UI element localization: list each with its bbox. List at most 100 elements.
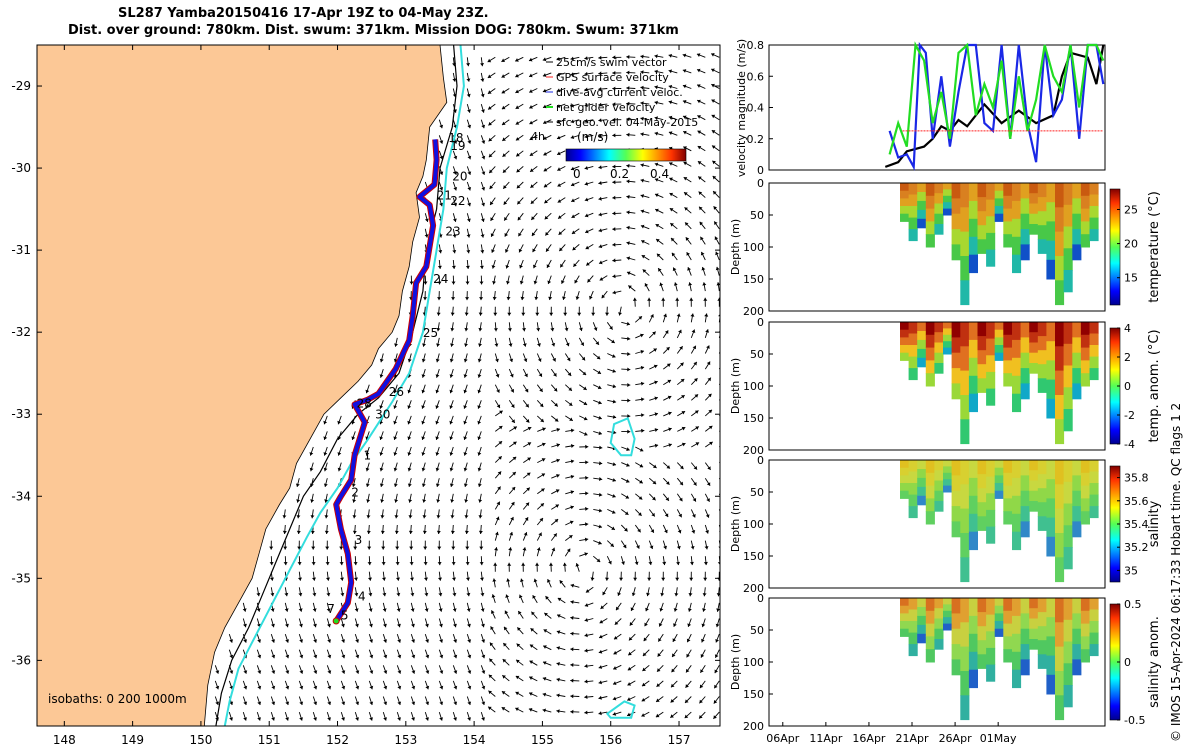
current-vector-head — [312, 577, 316, 581]
section-cell — [1046, 360, 1056, 381]
current-vector-head — [673, 282, 678, 286]
current-vector-head — [560, 263, 564, 268]
section-cell — [934, 342, 944, 354]
section-cell — [1063, 503, 1073, 526]
current-vector-head — [584, 432, 588, 436]
current-vector-head — [449, 420, 454, 425]
current-vector-head — [570, 474, 575, 479]
current-vector-head — [394, 499, 399, 503]
time-tick-label: 01May — [980, 732, 1017, 745]
current-vector-head — [638, 496, 643, 500]
velocity-ytick-label: 0.6 — [747, 70, 765, 83]
section-ytick-label: 100 — [743, 518, 764, 531]
current-vector-head — [495, 531, 499, 536]
current-vector-head — [654, 412, 658, 417]
section-cell — [917, 218, 927, 229]
current-vector-head — [585, 506, 589, 511]
section-cell — [986, 614, 996, 632]
current-vector-head — [323, 420, 328, 425]
section-cell — [1089, 368, 1099, 381]
section-cell — [1012, 200, 1022, 220]
current-vector-head — [491, 249, 495, 253]
current-vector-head — [511, 419, 515, 423]
section-cell — [900, 490, 910, 499]
section-ytick-label: 200 — [743, 305, 764, 318]
section-cell — [994, 613, 1004, 622]
current-vector-head — [499, 410, 503, 415]
current-vector-head — [271, 623, 275, 628]
current-vector-head — [435, 374, 440, 378]
day-label-20: 20 — [452, 169, 467, 183]
velocity-ytick-label: 0.4 — [747, 102, 765, 115]
current-vector-head — [327, 623, 331, 628]
legend-sfc-geo: sfc geo. vel. 04-May-2015 — [556, 116, 698, 129]
current-vector-head — [502, 169, 507, 173]
section-cell — [1063, 598, 1073, 621]
section-cell — [977, 516, 987, 531]
section-cell — [968, 218, 978, 238]
current-vector-head — [626, 179, 630, 184]
day-label-21: 21 — [437, 188, 452, 202]
legend-net-velocity: net glider velocity — [556, 101, 656, 114]
section-cell — [968, 183, 978, 202]
current-vector-head — [495, 373, 500, 378]
section-cell — [1003, 334, 1013, 349]
current-vector-head — [584, 633, 588, 638]
section-cell — [917, 477, 927, 488]
section-cell — [1055, 322, 1065, 347]
current-vector-head — [666, 481, 670, 485]
current-vector-head — [522, 328, 526, 332]
current-vector-head — [367, 562, 372, 566]
current-vector-head — [647, 577, 652, 581]
section-cell — [1055, 346, 1065, 372]
current-vector-head — [464, 499, 469, 503]
speed-colorbar — [565, 148, 687, 162]
current-vector-head — [672, 267, 677, 272]
section-cell — [994, 475, 1004, 484]
current-vector-head — [510, 388, 514, 393]
colorbar-tick-label: 2 — [1124, 351, 1131, 364]
current-vector-head — [664, 513, 669, 517]
current-vector-head — [425, 623, 429, 628]
section-cell — [943, 334, 953, 342]
current-vector-head — [341, 685, 346, 690]
current-vector-head — [383, 701, 388, 705]
current-vector-head — [449, 389, 454, 394]
section-cell — [968, 236, 978, 256]
current-vector-head — [694, 410, 699, 414]
current-vector-head — [312, 608, 317, 612]
section-cell — [1063, 641, 1073, 664]
section-cell — [1072, 475, 1082, 492]
current-vector-head — [628, 636, 633, 641]
current-vector-head — [639, 448, 644, 452]
map-ytick-label: -30 — [11, 161, 31, 175]
current-vector-head — [556, 646, 560, 650]
section-cell — [908, 356, 918, 369]
section-cell — [1037, 626, 1047, 641]
current-vector-head — [517, 627, 521, 631]
current-vector-head — [393, 452, 398, 456]
current-vector-head — [421, 389, 426, 394]
current-vector-head — [567, 372, 572, 376]
current-vector-head — [584, 710, 588, 715]
current-vector-head — [640, 194, 644, 198]
current-vector-head — [570, 166, 575, 171]
current-vector-head — [585, 229, 589, 234]
map-xtick-label: 156 — [599, 733, 622, 747]
section-cell — [994, 628, 1004, 637]
current-vector-head — [395, 546, 400, 550]
current-vector-head — [598, 649, 603, 654]
section-cell — [1003, 460, 1013, 474]
section-cell — [994, 598, 1004, 607]
section-cell — [925, 234, 935, 248]
current-vector-head — [299, 701, 304, 705]
current-vector-head — [654, 131, 658, 136]
current-vector-head — [341, 639, 345, 643]
current-vector-head — [627, 682, 632, 686]
section-cell — [1072, 598, 1082, 614]
current-vector-head — [564, 327, 569, 332]
current-vector-head — [593, 327, 598, 331]
current-vector-head — [554, 519, 559, 523]
current-vector-head — [722, 393, 726, 397]
section-cell — [986, 598, 996, 616]
